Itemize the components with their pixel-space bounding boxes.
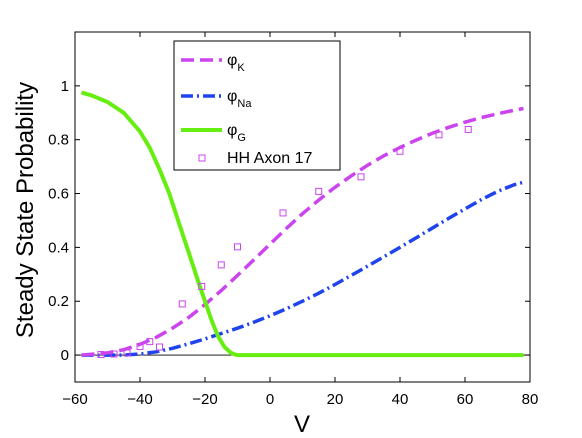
legend-marker — [198, 154, 206, 162]
data-point — [396, 147, 404, 155]
legend-label: φNa — [227, 88, 252, 110]
x-tick-label: 80 — [522, 391, 539, 408]
series-curves — [80, 90, 524, 358]
series-line-g — [80, 90, 524, 358]
y-tick-label: 0.8 — [48, 132, 69, 149]
x-axis-title: V — [294, 411, 310, 438]
x-tick-label: −20 — [192, 391, 217, 408]
y-tick-label: 0 — [61, 347, 69, 364]
legend-label: φK — [227, 52, 245, 74]
y-tick-label: 0.4 — [48, 239, 69, 256]
data-point — [123, 349, 131, 357]
data-point — [464, 125, 472, 133]
legend-label: HH Axon 17 — [227, 150, 312, 167]
data-markers — [97, 125, 472, 359]
data-point — [110, 350, 118, 358]
x-tick-label: 20 — [327, 391, 344, 408]
data-point — [97, 351, 105, 359]
x-tick-label: 60 — [457, 391, 474, 408]
data-point — [136, 342, 144, 350]
x-tick-label: 40 — [392, 391, 409, 408]
x-tick-label: 0 — [266, 391, 274, 408]
y-tick-label: 0.6 — [48, 186, 69, 203]
data-point — [315, 187, 323, 195]
x-tick-label: −40 — [127, 391, 152, 408]
data-point — [146, 338, 154, 346]
x-tick-label: −60 — [62, 391, 87, 408]
legend-label: φG — [227, 122, 246, 144]
data-point — [279, 209, 287, 217]
axis-ticks: −60 −40 −20 0 20 40 60 80 0 0.2 0.4 0.6 0.8 1 — [48, 32, 538, 408]
data-point — [156, 343, 163, 351]
y-axis-title: Steady State Probability — [12, 82, 39, 338]
y-tick-label: 0.2 — [48, 293, 69, 310]
data-point — [198, 282, 206, 290]
legend: φK φNa φG HH Axon 17 — [173, 40, 341, 171]
y-tick-label: 1 — [61, 78, 69, 95]
series-line-na — [81, 180, 524, 357]
legend-box — [173, 40, 341, 171]
data-point — [178, 300, 186, 308]
data-point — [234, 243, 241, 251]
series-line-k — [81, 106, 524, 357]
data-point — [217, 261, 225, 269]
data-point — [435, 131, 443, 139]
data-point — [357, 173, 365, 181]
